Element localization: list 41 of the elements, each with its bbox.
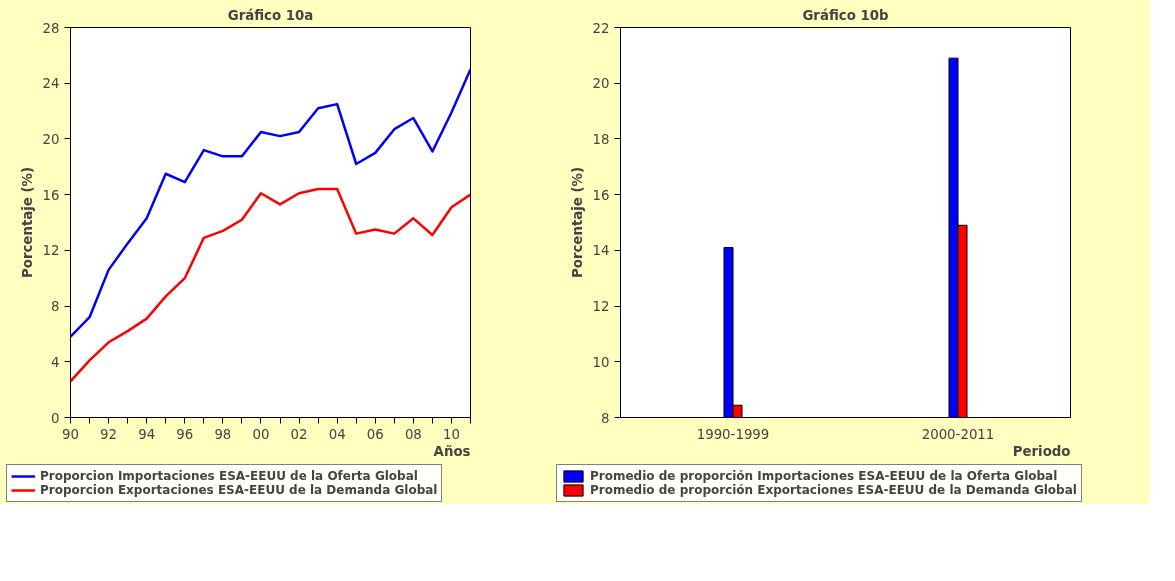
y-tick-label: 20 bbox=[42, 131, 60, 147]
y-tick-label: 22 bbox=[592, 20, 610, 36]
x-tick-label: 10 bbox=[442, 426, 460, 442]
y-axis-title: Porcentaje (%) bbox=[569, 166, 585, 279]
legend-label: Proporcion Exportaciones ESA-EEUU de la Demanda Global bbox=[40, 483, 438, 497]
legend-label: Proporcion Importaciones ESA-EEUU de la Oferta Global bbox=[40, 469, 418, 483]
y-tick-label: 4 bbox=[51, 354, 60, 370]
legend-label: Promedio de proporción Exportaciones ESA-EEUU de la Demanda Global bbox=[590, 483, 1077, 497]
y-tick-label: 24 bbox=[42, 76, 60, 92]
y-tick-label: 20 bbox=[592, 76, 610, 92]
legend-label: Promedio de proporción Importaciones ESA-EEUU de la Oferta Global bbox=[590, 469, 1058, 483]
chart-title: Gráfico 10b bbox=[802, 7, 889, 23]
y-tick-label: 16 bbox=[42, 187, 60, 203]
x-tick-label: 98 bbox=[214, 426, 232, 442]
y-tick-label: 18 bbox=[592, 131, 610, 147]
line-series bbox=[70, 68, 471, 338]
x-tick-label: 02 bbox=[290, 426, 308, 442]
x-tick-label: 92 bbox=[100, 426, 118, 442]
x-tick-label: 06 bbox=[366, 426, 384, 442]
y-tick-label: 12 bbox=[592, 299, 610, 315]
chart-title: Gráfico 10a bbox=[227, 7, 314, 23]
line-series bbox=[70, 187, 471, 383]
x-tick-label: 94 bbox=[138, 426, 156, 442]
x-tick-label: 04 bbox=[328, 426, 346, 442]
x-axis-title: Periodo bbox=[1012, 443, 1071, 459]
x-tick-label: 2000-2011 bbox=[921, 426, 995, 442]
x-tick-label: 96 bbox=[176, 426, 194, 442]
y-tick-label: 10 bbox=[592, 354, 610, 370]
x-tick-label: 90 bbox=[62, 426, 79, 442]
x-tick-label: 08 bbox=[404, 426, 422, 442]
y-tick-label: 14 bbox=[592, 243, 610, 259]
y-tick-label: 16 bbox=[592, 187, 610, 203]
x-axis-title: Años bbox=[433, 443, 471, 459]
y-tick-label: 12 bbox=[42, 243, 60, 259]
x-tick-label: 00 bbox=[252, 426, 270, 442]
y-tick-label: 0 bbox=[51, 410, 60, 426]
x-tick-label: 1990-1999 bbox=[696, 426, 770, 442]
y-tick-label: 8 bbox=[51, 299, 60, 315]
y-axis-title: Porcentaje (%) bbox=[19, 166, 35, 279]
y-tick-label: 28 bbox=[42, 20, 60, 36]
y-tick-label: 8 bbox=[601, 410, 610, 426]
